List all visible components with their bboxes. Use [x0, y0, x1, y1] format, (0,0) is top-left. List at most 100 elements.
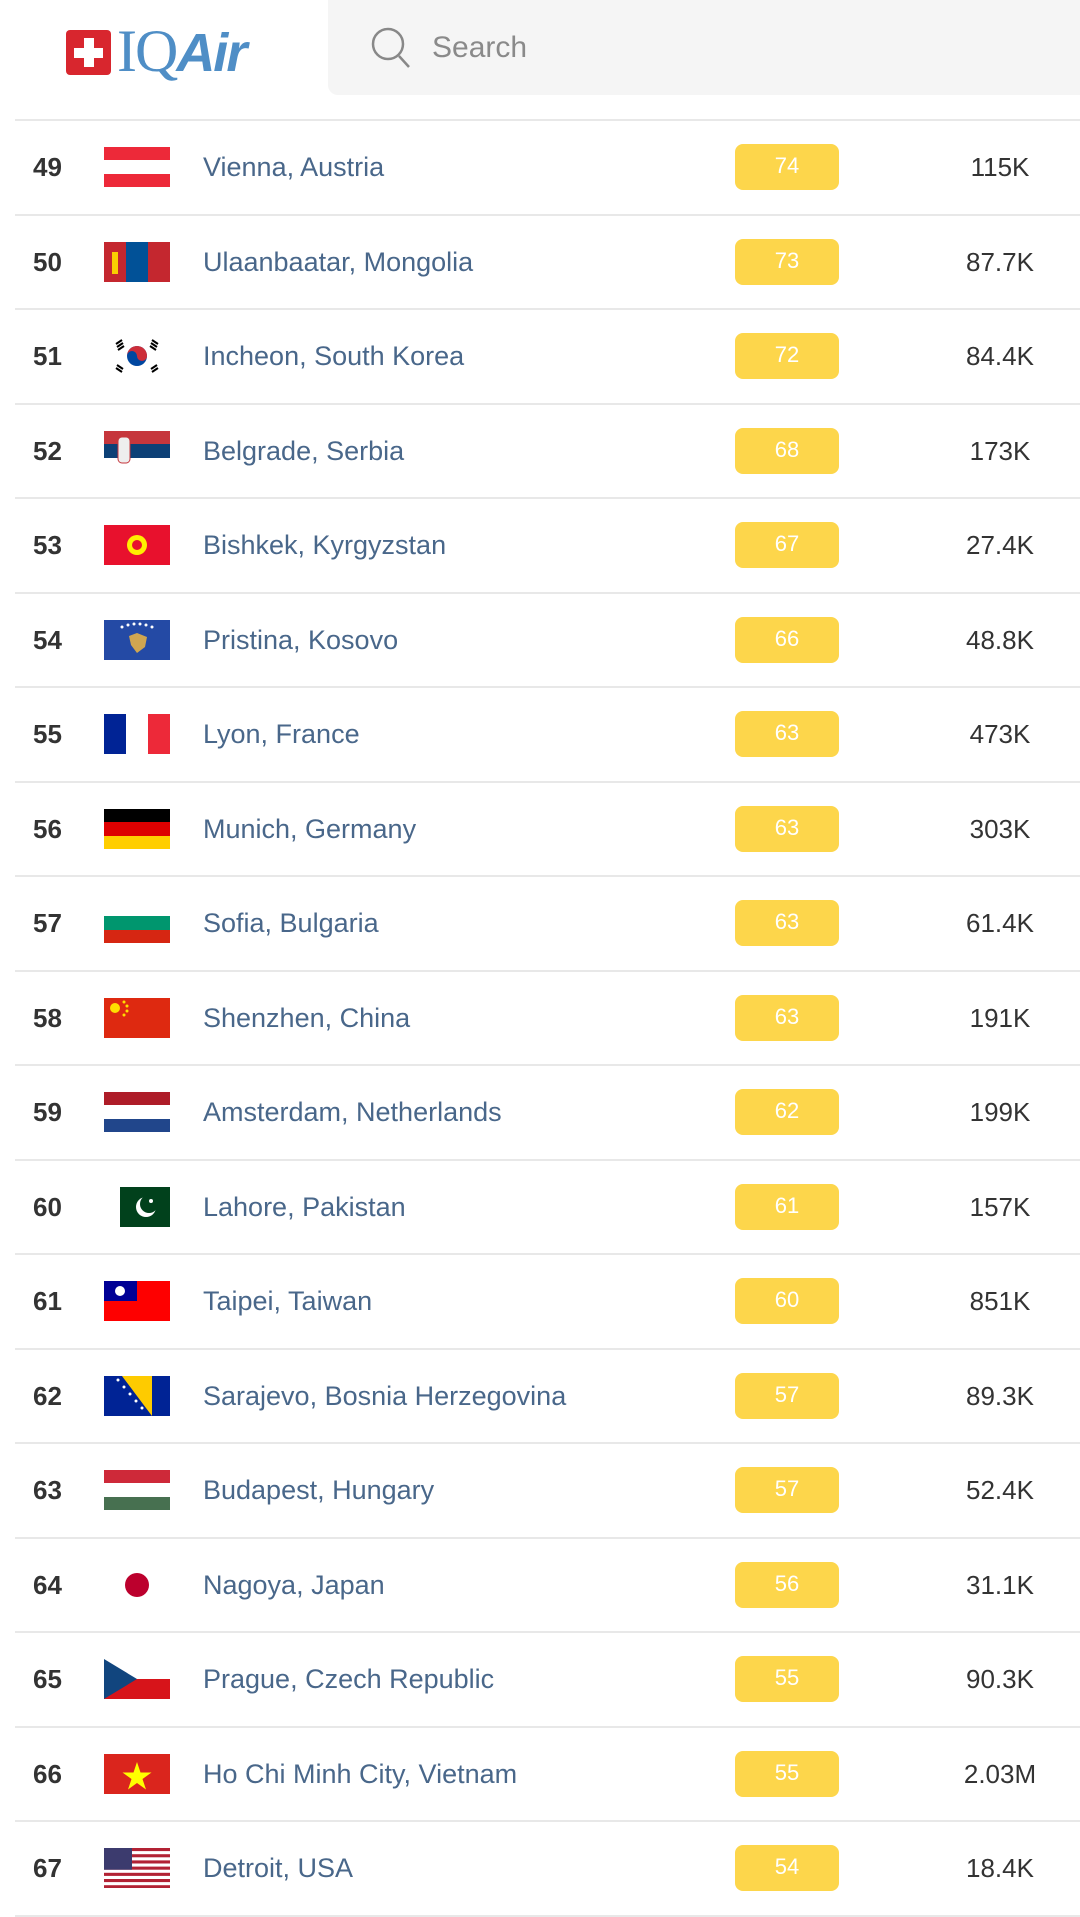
table-row[interactable]: 52 Belgrade, Serbia 68 173K [15, 405, 1080, 499]
city-link[interactable]: Shenzhen, China [203, 1002, 411, 1033]
population: 199K [969, 1097, 1031, 1127]
city-link[interactable]: Ulaanbaatar, Mongolia [203, 246, 474, 277]
city-link[interactable]: Vienna, Austria [203, 152, 385, 182]
population: 84.4K [966, 341, 1034, 371]
aqi-badge: 57 [735, 1467, 839, 1513]
city-link[interactable]: Budapest, Hungary [203, 1475, 435, 1505]
aqi-badge: 63 [735, 900, 839, 946]
city-link[interactable]: Incheon, South Korea [203, 341, 465, 371]
aqi-badge: 63 [735, 805, 839, 852]
population: 115K [970, 152, 1030, 182]
rank: 66 [33, 1758, 62, 1789]
aqi-badge: 68 [735, 427, 839, 474]
flag-china-icon [104, 997, 170, 1038]
flag-france-icon [104, 714, 170, 754]
city-link[interactable]: Munich, Germany [203, 813, 417, 844]
city-link[interactable]: Prague, Czech Republic [203, 1664, 495, 1694]
flag-czech-republic-icon [104, 1659, 170, 1699]
flag-south-korea-icon [104, 336, 170, 376]
flag-serbia-icon [104, 430, 170, 471]
city-link[interactable]: Lahore, Pakistan [203, 1191, 406, 1222]
flag-kosovo-icon [104, 619, 170, 660]
flag-usa-icon [104, 1848, 170, 1888]
rank: 54 [33, 624, 62, 655]
table-row[interactable]: 62 Sarajevo, Bosnia Herzegovina 57 89.3K [15, 1350, 1080, 1444]
table-row[interactable]: 50 Ulaanbaatar, Mongolia 73 87.7K [15, 216, 1080, 310]
flag-japan-icon [104, 1564, 170, 1605]
city-link[interactable]: Sarajevo, Bosnia Herzegovina [203, 1380, 567, 1411]
population: 191K [969, 1002, 1031, 1033]
city-link[interactable]: Pristina, Kosovo [203, 624, 399, 655]
iqair-logo[interactable]: IQAir [66, 18, 247, 84]
aqi-badge: 61 [735, 1183, 839, 1230]
table-row[interactable]: 66 Ho Chi Minh City, Vietnam 55 2.03M [15, 1728, 1080, 1822]
rank: 52 [33, 435, 62, 466]
table-row[interactable]: 59 Amsterdam, Netherlands 62 199K [15, 1066, 1080, 1161]
table-row[interactable]: 58 Shenzhen, China 63 191K [15, 972, 1080, 1066]
population: 303K [969, 813, 1031, 844]
population: 89.3K [966, 1380, 1034, 1411]
table-row[interactable]: 57 Sofia, Bulgaria 63 61.4K [15, 877, 1080, 972]
rank: 64 [33, 1569, 62, 1600]
population: 61.4K [966, 908, 1034, 938]
logo-text: IQAir [117, 18, 247, 84]
rank: 63 [33, 1475, 62, 1505]
city-link[interactable]: Nagoya, Japan [203, 1569, 385, 1600]
flag-mongolia-icon [104, 241, 170, 282]
flag-germany-icon [104, 808, 170, 849]
flag-bosnia-herzegovina-icon [104, 1375, 170, 1416]
table-row[interactable]: 55 Lyon, France 63 473K [15, 688, 1080, 783]
flag-hungary-icon [104, 1470, 170, 1510]
population: 48.8K [966, 624, 1034, 655]
rank: 65 [33, 1664, 62, 1694]
population: 31.1K [966, 1569, 1034, 1600]
aqi-badge: 73 [735, 238, 839, 285]
rank: 59 [33, 1097, 62, 1127]
population: 473K [969, 719, 1031, 749]
city-link[interactable]: Belgrade, Serbia [203, 435, 405, 466]
table-row[interactable]: 67 Detroit, USA 54 18.4K [15, 1822, 1080, 1917]
table-row[interactable]: 64 Nagoya, Japan 56 31.1K [15, 1539, 1080, 1633]
flag-netherlands-icon [104, 1092, 170, 1132]
header: IQAir [0, 0, 1080, 118]
table-row[interactable]: 54 Pristina, Kosovo 66 48.8K [15, 594, 1080, 688]
table-row[interactable]: 49 Vienna, Austria 74 115K [15, 121, 1080, 216]
city-link[interactable]: Taipei, Taiwan [203, 1286, 373, 1316]
population: 52.4K [966, 1475, 1034, 1505]
rank: 49 [33, 152, 62, 182]
flag-pakistan-icon [120, 1186, 170, 1227]
table-row[interactable]: 56 Munich, Germany 63 303K [15, 783, 1080, 877]
aqi-badge: 63 [735, 711, 839, 757]
city-link[interactable]: Sofia, Bulgaria [203, 908, 379, 938]
city-link[interactable]: Ho Chi Minh City, Vietnam [203, 1758, 518, 1789]
rank: 60 [33, 1191, 62, 1222]
population: 90.3K [966, 1664, 1034, 1694]
table-row[interactable]: 60 Lahore, Pakistan 61 157K [15, 1161, 1080, 1255]
aqi-badge: 54 [735, 1845, 839, 1891]
city-link[interactable]: Detroit, USA [203, 1853, 354, 1883]
search-bar[interactable] [328, 0, 1080, 95]
rank: 62 [33, 1380, 62, 1411]
population: 851K [969, 1286, 1031, 1316]
city-link[interactable]: Amsterdam, Netherlands [203, 1097, 502, 1127]
city-link[interactable]: Bishkek, Kyrgyzstan [203, 530, 447, 560]
search-icon [371, 27, 410, 68]
table-row[interactable]: 51 Incheon, South Korea 72 84.4K [15, 310, 1080, 405]
aqi-badge: 57 [735, 1372, 839, 1419]
rank: 51 [33, 341, 62, 371]
population: 87.7K [966, 246, 1034, 277]
rank: 67 [33, 1853, 62, 1883]
search-input[interactable] [432, 30, 1032, 65]
aqi-badge: 74 [735, 144, 839, 190]
table-row[interactable]: 63 Budapest, Hungary 57 52.4K [15, 1444, 1080, 1539]
flag-austria-icon [104, 147, 170, 187]
table-row[interactable]: 65 Prague, Czech Republic 55 90.3K [15, 1633, 1080, 1728]
rank: 61 [33, 1286, 62, 1316]
city-link[interactable]: Lyon, France [203, 719, 360, 749]
aqi-badge: 56 [735, 1561, 839, 1608]
table-row[interactable]: 53 Bishkek, Kyrgyzstan 67 27.4K [15, 499, 1080, 594]
rank: 57 [33, 908, 62, 938]
aqi-badge: 63 [735, 994, 839, 1041]
table-row[interactable]: 61 Taipei, Taiwan 60 851K [15, 1255, 1080, 1350]
rank: 50 [33, 246, 62, 277]
